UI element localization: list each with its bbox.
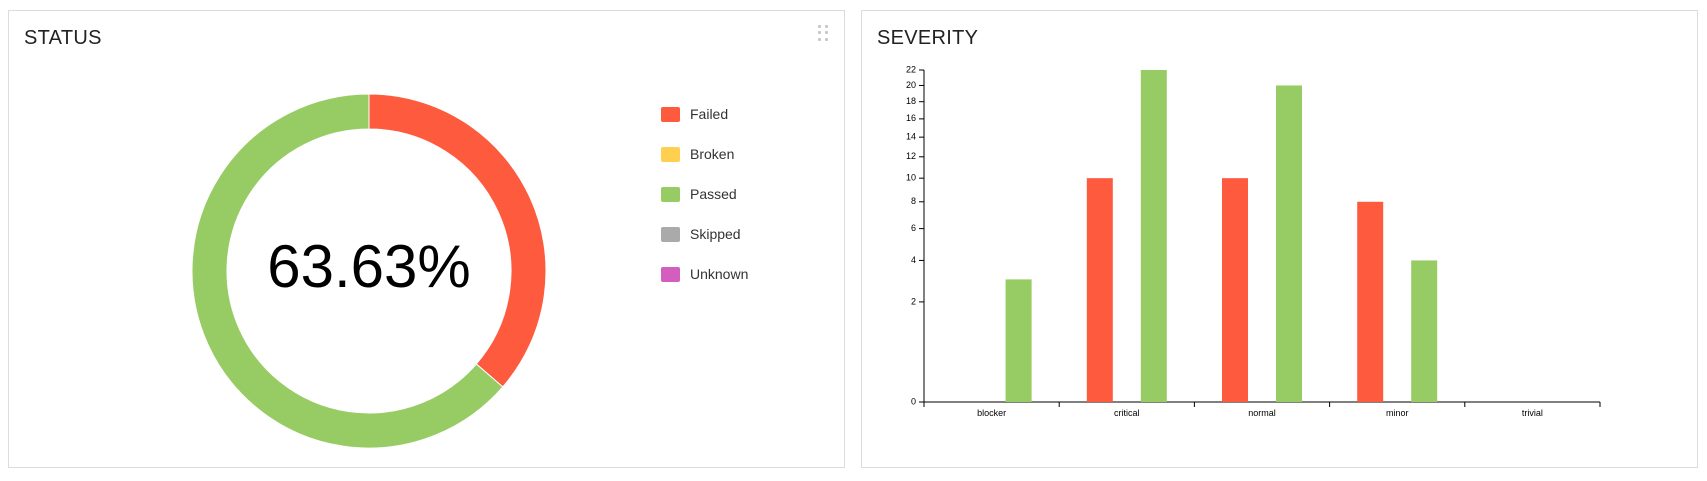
legend-swatch xyxy=(661,227,680,242)
y-tick-label: 2 xyxy=(911,296,916,306)
legend-swatch xyxy=(661,187,680,202)
y-tick-label: 18 xyxy=(906,96,916,106)
x-axis: blocker critical normal minor trivial xyxy=(923,401,1601,418)
y-tick-label: 8 xyxy=(911,196,916,206)
y-tick-label: 22 xyxy=(906,64,916,74)
legend-swatch xyxy=(661,267,680,282)
bar-failed-minor[interactable] xyxy=(1357,201,1384,402)
x-tick-label: blocker xyxy=(977,408,1006,418)
legend-label: Failed xyxy=(690,106,729,122)
legend-item-skipped[interactable]: Skipped xyxy=(661,225,748,265)
y-tick-label: 20 xyxy=(906,80,916,90)
status-title: STATUS xyxy=(24,27,102,49)
severity-widget: SEVERITY 0 2 4 6 8 10 12 14 16 18 20 22 blocker crit… xyxy=(861,10,1698,468)
x-tick-label: critical xyxy=(1114,408,1140,418)
bar-failed-normal[interactable] xyxy=(1222,178,1248,402)
x-tick-label: normal xyxy=(1248,408,1276,418)
y-tick-label: 14 xyxy=(906,132,916,142)
status-widget: STATUS 63.63% Failed Broken Passed Skipped U… xyxy=(8,10,845,468)
severity-bar-chart: 0 2 4 6 8 10 12 14 16 18 20 22 blocker critical norma… xyxy=(906,64,1601,418)
legend-item-failed[interactable]: Failed xyxy=(661,105,748,145)
bar-passed-normal[interactable] xyxy=(1276,85,1302,403)
donut-slice-passed[interactable] xyxy=(191,93,504,449)
status-donut-chart: 63.63% xyxy=(191,93,547,449)
legend-item-broken[interactable]: Broken xyxy=(661,145,748,185)
legend-item-unknown[interactable]: Unknown xyxy=(661,265,748,305)
legend-label: Passed xyxy=(690,186,737,202)
legend-label: Broken xyxy=(690,146,735,162)
y-tick-label: 16 xyxy=(906,113,916,123)
y-tick-label: 6 xyxy=(911,223,916,233)
legend-swatch xyxy=(661,147,680,162)
bar-passed-critical[interactable] xyxy=(1140,70,1167,402)
legend-label: Skipped xyxy=(690,226,741,242)
bar-passed-minor[interactable] xyxy=(1411,260,1438,402)
y-tick-label: 0 xyxy=(911,396,916,406)
y-tick-label: 4 xyxy=(911,255,916,265)
bar-marks xyxy=(1005,70,1438,403)
bar-failed-critical[interactable] xyxy=(1086,178,1113,402)
legend-label: Unknown xyxy=(690,266,749,282)
y-tick-label: 10 xyxy=(906,173,916,183)
severity-title: SEVERITY xyxy=(877,27,979,49)
donut-center-label: 63.63% xyxy=(267,233,471,300)
drag-handle-icon[interactable] xyxy=(818,25,828,41)
x-tick-label: trivial xyxy=(1522,408,1543,418)
y-axis: 0 2 4 6 8 10 12 14 16 18 20 22 xyxy=(906,64,925,406)
x-tick-label: minor xyxy=(1386,408,1409,418)
donut-slices xyxy=(191,93,547,449)
legend-swatch xyxy=(661,107,680,122)
y-tick-label: 12 xyxy=(906,151,916,161)
legend-item-passed[interactable]: Passed xyxy=(661,185,748,225)
bar-passed-blocker[interactable] xyxy=(1005,279,1032,402)
status-legend: Failed Broken Passed Skipped Unknown xyxy=(661,105,748,305)
